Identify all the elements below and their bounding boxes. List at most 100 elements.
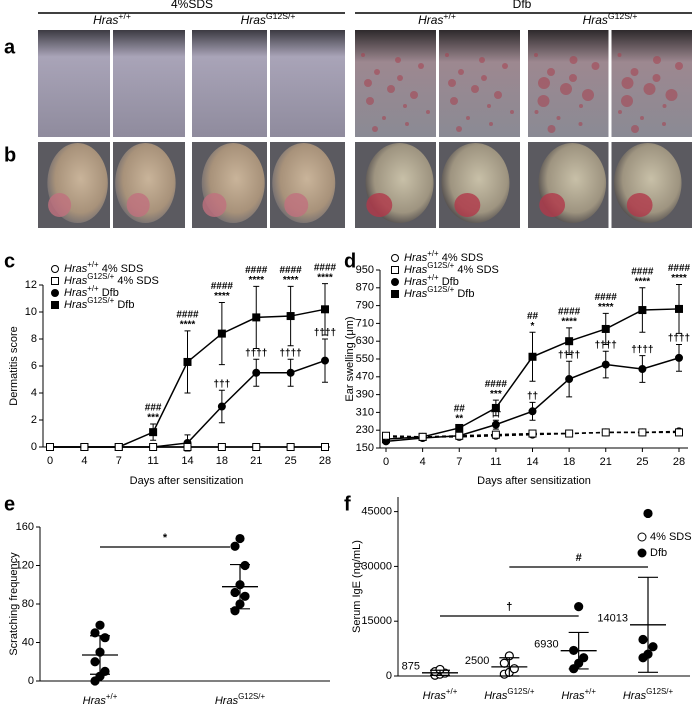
mean-label: 6930: [534, 639, 558, 651]
marker: [286, 312, 295, 321]
marker: [391, 266, 399, 274]
x-tick-label: 11: [147, 455, 158, 467]
lesion: [374, 69, 380, 75]
lesion: [418, 63, 424, 69]
marker: [491, 430, 500, 439]
lesion: [537, 95, 550, 107]
lesion: [366, 97, 374, 105]
marker: [675, 353, 683, 362]
x-tick-label: HrasG12S/+: [215, 692, 266, 707]
significance-label: ****: [214, 291, 230, 302]
lesion: [481, 75, 487, 81]
y-tick-label: 790: [356, 300, 374, 312]
x-tick-label: 21: [600, 456, 612, 468]
lesion: [445, 53, 449, 57]
legend-marker: [637, 548, 647, 558]
marker: [51, 289, 59, 297]
lesion: [405, 122, 409, 126]
y-axis-title: Ear swelling (μm): [344, 316, 356, 401]
x-tick-label: 7: [116, 455, 122, 467]
lesion: [397, 75, 403, 81]
ear-base: [126, 193, 150, 217]
marker: [675, 304, 683, 313]
lesion: [640, 116, 644, 120]
significance-label: ##: [527, 311, 539, 322]
lesion: [489, 122, 493, 126]
marker: [565, 429, 574, 438]
marker: [382, 431, 390, 440]
lesion: [450, 97, 458, 105]
legend-label: HrasG12S/+ 4% SDS: [404, 261, 499, 276]
lesion: [466, 116, 470, 120]
y-tick-label: 950: [356, 264, 374, 276]
significance-label: ††: [527, 391, 538, 402]
panel-label: f: [344, 493, 351, 515]
ear-base: [454, 193, 481, 217]
lesion: [534, 53, 538, 57]
lesion: [675, 62, 683, 70]
data-point: [574, 601, 584, 612]
marker: [391, 290, 399, 298]
ear-base: [366, 193, 393, 217]
sd-bar: [499, 657, 520, 677]
ear-base: [48, 193, 72, 217]
legend-label: Hras+/+ 4% SDS: [64, 260, 143, 275]
back-photo: [38, 30, 110, 137]
lesion: [591, 62, 600, 70]
genotype-label: Hras+/+: [418, 11, 456, 27]
lesion: [538, 77, 550, 89]
marker: [601, 324, 610, 333]
lesion: [556, 116, 561, 120]
marker: [321, 443, 329, 451]
x-tick-label: 25: [636, 456, 648, 468]
ear-base: [626, 193, 653, 217]
lesion: [487, 104, 491, 108]
marker: [565, 337, 574, 346]
marker: [565, 375, 574, 384]
lesion: [578, 122, 583, 126]
x-tick-label: HrasG12S/+: [623, 687, 674, 702]
panel-label: a: [4, 36, 16, 58]
x-tick-label: 14: [181, 455, 193, 467]
sd-bar: [430, 669, 450, 676]
y-tick-label: 12: [25, 279, 37, 291]
significance-label: ####: [245, 265, 268, 276]
lesion: [534, 110, 539, 114]
marker: [80, 443, 89, 451]
lesion: [471, 85, 479, 93]
lesion: [643, 83, 656, 95]
ear-base: [539, 193, 566, 217]
marker: [601, 360, 610, 369]
significance-label: ####: [485, 379, 508, 390]
marker: [286, 368, 295, 377]
data-point: [579, 653, 589, 663]
legend-label: Dfb: [650, 547, 667, 559]
y-tick-label: 0: [28, 675, 34, 687]
significance-label: ####: [280, 265, 303, 276]
lesion: [547, 68, 555, 76]
lesion: [403, 104, 407, 108]
y-tick-label: 120: [16, 559, 34, 571]
marker: [321, 305, 329, 314]
lesion: [364, 79, 372, 87]
significance-label: ****: [248, 275, 264, 286]
marker: [252, 443, 261, 451]
data-point: [240, 560, 250, 571]
lesion: [547, 125, 556, 133]
mean-label: 875: [402, 661, 420, 673]
data-point: [638, 634, 648, 645]
x-tick-label: 18: [563, 456, 575, 468]
data-point: [235, 533, 245, 544]
y-tick-label: 630: [356, 335, 374, 347]
significance-label: ††††: [245, 348, 267, 359]
y-tick-label: 45000: [361, 506, 392, 518]
marker: [51, 277, 59, 285]
data-point: [509, 664, 519, 674]
sd-bar: [568, 631, 589, 670]
lesion: [631, 125, 639, 133]
legend-label: HrasG12S/+ Dfb: [64, 296, 134, 311]
significance-label: ****: [561, 316, 577, 327]
significance-label: ####: [631, 266, 654, 277]
lesion: [387, 85, 395, 93]
